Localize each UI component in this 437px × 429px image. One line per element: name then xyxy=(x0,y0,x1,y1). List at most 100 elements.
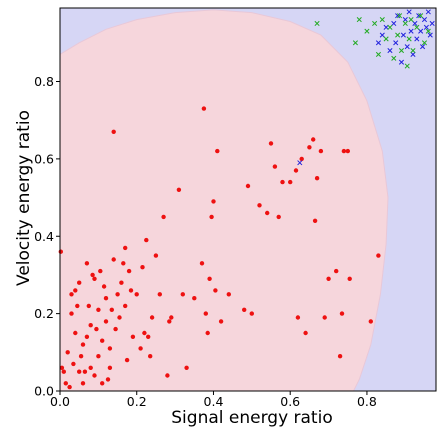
data-point xyxy=(169,315,174,320)
data-point xyxy=(376,253,381,258)
data-point xyxy=(421,17,428,23)
x-axis-ticks: 0.0 0.2 0.4 0.6 0.8 xyxy=(50,391,377,409)
data-point xyxy=(245,183,251,189)
data-point xyxy=(123,245,128,251)
data-point xyxy=(77,280,82,285)
data-point xyxy=(427,32,433,38)
data-point xyxy=(299,156,304,162)
data-point xyxy=(77,369,82,374)
data-point xyxy=(67,384,72,390)
data-point xyxy=(138,346,143,351)
data-point xyxy=(423,24,429,30)
x-axis-label: Signal energy ratio xyxy=(171,408,332,428)
data-point xyxy=(416,13,422,19)
data-point xyxy=(117,315,122,320)
data-point xyxy=(311,137,316,142)
x-tick-label: 0.0 xyxy=(50,394,70,409)
data-point xyxy=(387,24,393,30)
data-point xyxy=(184,365,189,370)
data-point xyxy=(312,218,318,223)
data-point xyxy=(153,253,159,258)
data-point xyxy=(73,288,78,293)
data-point xyxy=(337,354,343,359)
y-tick-label: 0.4 xyxy=(34,229,54,244)
data-point xyxy=(418,28,424,34)
data-point xyxy=(73,330,78,336)
plot-area xyxy=(58,7,437,392)
data-point xyxy=(103,319,109,324)
data-point xyxy=(146,334,151,339)
data-point xyxy=(249,311,254,316)
data-point xyxy=(80,381,86,386)
data-point xyxy=(352,40,358,46)
data-point xyxy=(303,330,308,336)
data-point xyxy=(404,44,410,50)
data-point xyxy=(396,13,403,19)
data-point xyxy=(69,292,74,297)
data-point xyxy=(280,179,285,185)
data-point xyxy=(111,129,116,134)
data-point xyxy=(387,48,393,54)
data-point xyxy=(408,28,414,34)
data-point xyxy=(80,342,86,347)
data-point xyxy=(288,179,293,185)
data-point xyxy=(107,365,113,370)
data-point xyxy=(144,237,149,243)
data-point xyxy=(391,55,397,61)
data-point xyxy=(425,28,431,34)
y-axis-ticks: 0.0 0.2 0.4 0.6 0.8 xyxy=(34,74,60,399)
x-tick-label: 0.6 xyxy=(280,394,300,409)
data-point xyxy=(203,311,208,316)
data-point xyxy=(90,272,95,278)
data-point xyxy=(402,17,408,23)
data-point xyxy=(96,307,101,312)
data-point xyxy=(161,214,166,220)
data-point xyxy=(372,20,378,27)
data-point xyxy=(326,276,331,281)
data-point xyxy=(109,307,115,312)
data-point xyxy=(59,365,65,370)
data-point xyxy=(293,168,299,173)
data-point xyxy=(345,148,350,154)
data-point xyxy=(88,323,93,328)
data-point xyxy=(105,377,111,382)
y-tick-label: 0.6 xyxy=(34,151,54,166)
data-point xyxy=(119,280,124,285)
data-point xyxy=(406,36,412,42)
data-point xyxy=(100,338,105,343)
data-point xyxy=(165,373,170,378)
data-point xyxy=(297,160,303,166)
data-point xyxy=(84,261,90,266)
data-point xyxy=(318,148,324,154)
data-point xyxy=(364,28,370,34)
data-point xyxy=(379,17,385,23)
data-point xyxy=(406,9,412,15)
data-point xyxy=(257,203,262,208)
data-point xyxy=(103,296,109,301)
data-point xyxy=(307,145,312,150)
data-point xyxy=(379,32,385,38)
data-point xyxy=(96,354,101,359)
data-point xyxy=(272,164,278,169)
y-tick-label: 0.0 xyxy=(34,384,54,399)
data-point xyxy=(393,40,399,46)
data-point xyxy=(414,24,420,30)
data-point xyxy=(368,319,373,324)
data-point xyxy=(121,261,126,266)
data-point xyxy=(130,334,136,339)
data-point xyxy=(92,276,97,281)
data-point xyxy=(268,141,274,146)
data-point xyxy=(213,288,218,293)
data-point xyxy=(180,292,185,297)
data-point xyxy=(395,13,401,19)
data-point xyxy=(314,176,320,181)
data-point xyxy=(201,106,207,111)
data-point xyxy=(71,361,76,367)
data-point xyxy=(391,20,397,27)
data-point xyxy=(209,214,214,220)
data-point xyxy=(107,346,113,351)
data-point xyxy=(207,276,212,281)
data-point xyxy=(124,357,130,363)
data-point xyxy=(375,51,382,57)
data-point xyxy=(126,268,132,274)
